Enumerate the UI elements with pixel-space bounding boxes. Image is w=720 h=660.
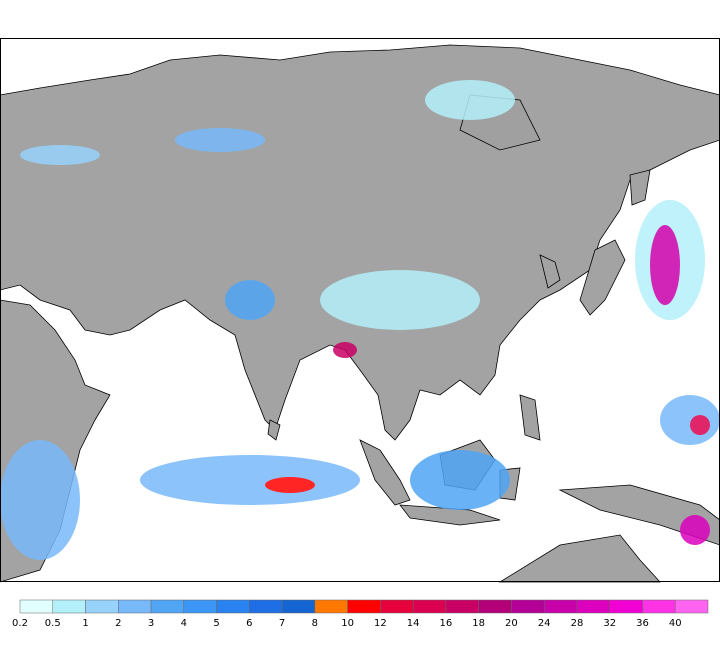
colorbar-label: 7 <box>279 618 285 629</box>
colorbar-label: 4 <box>181 618 187 629</box>
colorbar-label: 32 <box>603 618 616 629</box>
map <box>0 38 720 583</box>
colorbar-box <box>576 599 610 614</box>
colorbar-label: 18 <box>472 618 485 629</box>
colorbar-box <box>216 599 250 614</box>
colorbar-box <box>445 599 479 614</box>
colorbar-box <box>380 599 414 614</box>
colorbar-box <box>314 599 348 614</box>
colorbar-box <box>118 599 152 614</box>
colorbar-label: 8 <box>312 618 318 629</box>
colorbar-label: 5 <box>213 618 219 629</box>
colorbar-box <box>249 599 283 614</box>
colorbar-box <box>511 599 545 614</box>
colorbar-label: 1 <box>82 618 88 629</box>
colorbar-box <box>183 599 217 614</box>
colorbar-label: 16 <box>440 618 453 629</box>
colorbar-label: 14 <box>407 618 420 629</box>
colorbar-label: 0.2 <box>12 618 28 629</box>
colorbar: 0.2 0.5 1 2 3 4 5 6 7 8 10 12 14 16 18 20 24 28 32 36 40 <box>12 599 709 629</box>
colorbar-box <box>85 599 119 614</box>
colorbar-label: 6 <box>246 618 252 629</box>
colorbar-box <box>478 599 512 614</box>
colorbar-box <box>609 599 643 614</box>
colorbar-box <box>412 599 447 614</box>
colorbar-label: 12 <box>374 618 387 629</box>
colorbar-label: 20 <box>505 618 518 629</box>
colorbar-label: 24 <box>538 618 551 629</box>
colorbar-label: 3 <box>148 618 154 629</box>
colorbar-label: 28 <box>571 618 584 629</box>
colorbar-box <box>543 599 578 614</box>
colorbar-box <box>52 599 86 614</box>
colorbar-label: 2 <box>115 618 121 629</box>
colorbar-box <box>19 599 54 614</box>
colorbar-label: 0.5 <box>45 618 61 629</box>
precipitation <box>0 80 720 560</box>
colorbar-box <box>150 599 185 614</box>
colorbar-box <box>347 599 381 614</box>
colorbar-label: 36 <box>636 618 649 629</box>
colorbar-box <box>674 599 709 614</box>
colorbar-label: 10 <box>341 618 354 629</box>
colorbar-label: 40 <box>669 618 682 629</box>
colorbar-box <box>642 599 676 614</box>
colorbar-box <box>281 599 316 614</box>
